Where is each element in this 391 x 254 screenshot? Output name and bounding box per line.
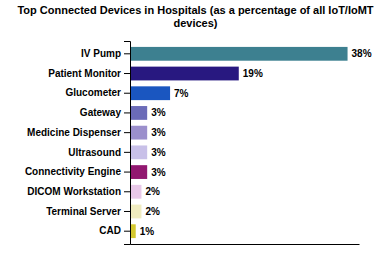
y-tick: CAD — [99, 225, 130, 236]
y-tick: Connectivity Engine — [25, 166, 130, 177]
bars — [130, 47, 348, 238]
bar — [130, 106, 147, 120]
bar — [130, 165, 147, 179]
y-tick-mark — [124, 132, 130, 133]
data-labels: 38% 19% 7% 3% 3% 3% 3% 2% 2% 1% — [140, 48, 372, 236]
y-tick-label: Glucometer — [65, 87, 121, 98]
data-label: 3% — [151, 147, 166, 158]
y-tick-mark — [124, 93, 130, 94]
data-label: 3% — [151, 127, 166, 138]
y-tick-mark — [124, 152, 130, 153]
bar — [130, 185, 141, 199]
y-tick: Ultrasound — [68, 147, 130, 158]
y-tick-mark — [124, 73, 130, 74]
y-tick-mark — [124, 231, 130, 232]
data-label: 19% — [243, 68, 263, 79]
chart: Top Connected Devices in Hospitals (as a… — [0, 0, 391, 254]
bar — [130, 126, 147, 140]
y-tick-mark — [124, 172, 130, 173]
y-tick-mark — [124, 53, 130, 54]
y-tick-label: Medicine Dispenser — [27, 127, 121, 138]
y-axis-line — [124, 42, 131, 245]
data-label: 38% — [352, 48, 372, 59]
y-tick: Terminal Server — [46, 206, 130, 217]
y-tick-mark — [124, 112, 130, 113]
y-axis: IV Pump Patient Monitor Glucometer Gateway M… — [25, 42, 131, 245]
y-tick-label: Ultrasound — [68, 147, 121, 158]
data-label: 7% — [174, 88, 189, 99]
y-tick: Gateway — [80, 107, 130, 118]
data-label: 1% — [140, 226, 155, 237]
y-tick: Patient Monitor — [48, 68, 130, 79]
plot: IV Pump Patient Monitor Glucometer Gateway M… — [25, 42, 372, 245]
y-tick-label: Patient Monitor — [48, 68, 121, 79]
y-tick: DICOM Workstation — [27, 186, 130, 197]
y-tick-label: DICOM Workstation — [27, 186, 121, 197]
data-label: 2% — [145, 206, 160, 217]
y-tick: IV Pump — [81, 48, 130, 59]
y-tick-label: Terminal Server — [46, 206, 121, 217]
title: Top Connected Devices in Hospitals (as a… — [17, 4, 373, 29]
y-tick-label: IV Pump — [81, 48, 121, 59]
x-axis-line — [131, 244, 360, 245]
x-axis — [131, 244, 360, 245]
y-tick: Medicine Dispenser — [27, 127, 130, 138]
y-tick: Glucometer — [65, 87, 130, 98]
bar — [130, 47, 348, 61]
bar — [130, 205, 141, 219]
y-tick-label: Connectivity Engine — [25, 166, 122, 177]
y-tick-mark — [124, 211, 130, 212]
bar — [130, 145, 147, 159]
y-tick-label: Gateway — [80, 107, 122, 118]
y-tick-mark — [124, 191, 130, 192]
y-tick-label: CAD — [99, 225, 121, 236]
data-label: 2% — [145, 186, 160, 197]
bar — [130, 67, 239, 81]
bar — [130, 86, 170, 100]
data-label: 3% — [151, 107, 166, 118]
data-label: 3% — [151, 167, 166, 178]
